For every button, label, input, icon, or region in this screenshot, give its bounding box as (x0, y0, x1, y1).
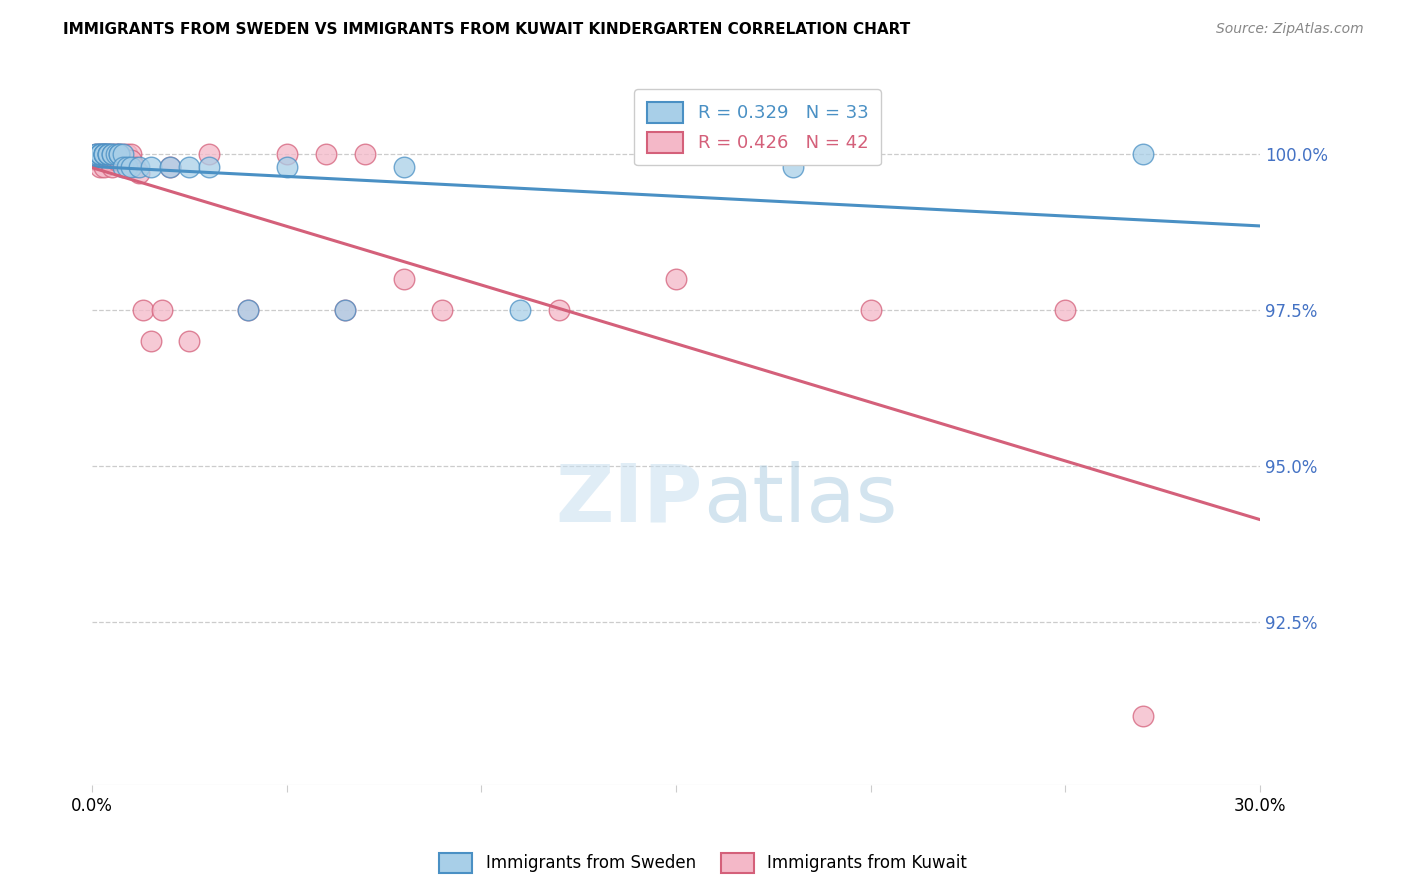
Point (120, 153, 142, 168)
Point (782, 160, 804, 174)
Text: IMMIGRANTS FROM SWEDEN VS IMMIGRANTS FROM KUWAIT KINDERGARTEN CORRELATION CHART: IMMIGRANTS FROM SWEDEN VS IMMIGRANTS FRO… (63, 22, 911, 37)
Point (236, 303, 259, 318)
Point (112, 147, 135, 161)
Text: ZIP: ZIP (555, 460, 703, 539)
Point (1132, 709, 1154, 723)
Point (132, 303, 155, 318)
Point (100, 147, 122, 161)
Point (1132, 147, 1154, 161)
Point (159, 160, 181, 174)
Point (104, 147, 127, 161)
Point (315, 147, 337, 161)
Point (120, 160, 142, 174)
Point (159, 160, 181, 174)
Point (150, 303, 173, 318)
Point (1054, 303, 1077, 318)
Point (392, 160, 415, 174)
Point (93, 153, 115, 168)
Point (139, 334, 162, 349)
Text: atlas: atlas (703, 460, 897, 539)
Point (84, 147, 107, 161)
Point (84, 153, 107, 168)
Point (93, 147, 115, 161)
Point (100, 160, 122, 174)
Point (112, 153, 135, 168)
Point (93, 147, 115, 161)
Point (392, 272, 415, 286)
Point (112, 147, 135, 161)
Point (115, 153, 138, 168)
Point (97, 147, 120, 161)
Point (128, 166, 150, 180)
Point (335, 303, 357, 318)
Point (93, 147, 115, 161)
Point (432, 303, 454, 318)
Point (100, 147, 122, 161)
Point (93, 160, 115, 174)
Point (108, 147, 131, 161)
Point (665, 272, 688, 286)
Text: Source: ZipAtlas.com: Source: ZipAtlas.com (1216, 22, 1364, 37)
Point (236, 303, 259, 318)
Point (104, 153, 127, 168)
Point (859, 303, 882, 318)
Point (198, 147, 221, 161)
Point (353, 147, 375, 161)
Point (198, 160, 221, 174)
Point (89, 147, 111, 161)
Point (108, 147, 131, 161)
Point (108, 147, 131, 161)
Point (124, 160, 146, 174)
Point (179, 334, 201, 349)
Point (108, 153, 131, 168)
Point (120, 147, 142, 161)
Point (276, 147, 298, 161)
Point (93, 147, 115, 161)
Point (548, 303, 571, 318)
Point (89, 147, 111, 161)
Point (128, 160, 150, 174)
Point (509, 303, 531, 318)
Point (104, 147, 127, 161)
Point (276, 160, 298, 174)
Point (93, 147, 115, 161)
Point (115, 147, 138, 161)
Point (97, 147, 120, 161)
Point (97, 147, 120, 161)
Point (84, 147, 107, 161)
Legend: R = 0.329   N = 33, R = 0.426   N = 42: R = 0.329 N = 33, R = 0.426 N = 42 (634, 89, 882, 165)
Point (84, 147, 107, 161)
Point (97, 153, 120, 168)
Point (112, 160, 135, 174)
Legend: Immigrants from Sweden, Immigrants from Kuwait: Immigrants from Sweden, Immigrants from … (432, 847, 974, 880)
Point (100, 153, 122, 168)
Point (89, 160, 111, 174)
Point (89, 147, 111, 161)
Point (179, 160, 201, 174)
Point (100, 147, 122, 161)
Point (335, 303, 357, 318)
Point (97, 147, 120, 161)
Point (89, 147, 111, 161)
Point (115, 160, 138, 174)
Point (139, 160, 162, 174)
